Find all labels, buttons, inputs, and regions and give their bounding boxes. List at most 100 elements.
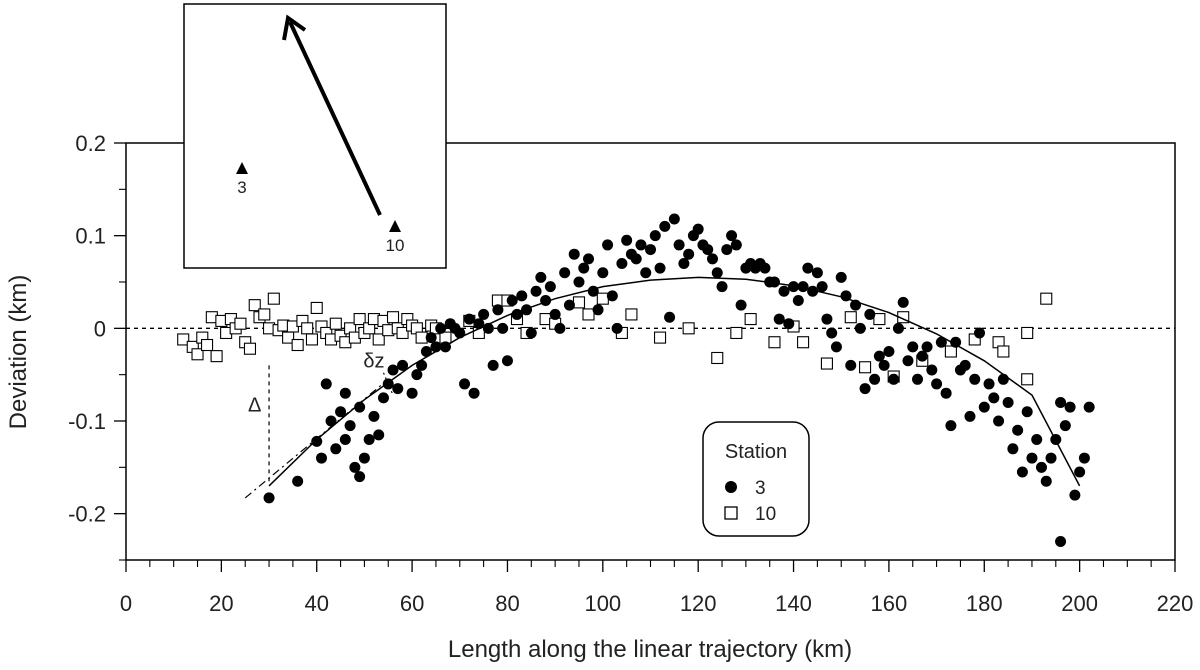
data-point-station-3: [892, 322, 904, 334]
x-tick-label: 100: [584, 591, 621, 616]
data-point-station-3: [678, 257, 690, 269]
data-point-station-3: [530, 285, 542, 297]
data-point-station-3: [783, 318, 795, 330]
data-point-station-3: [883, 346, 895, 357]
data-point-station-3: [1083, 401, 1095, 413]
data-point-station-3: [354, 471, 366, 483]
data-point-station-3: [1064, 401, 1076, 413]
data-point-station-3: [897, 296, 909, 308]
data-point-station-3: [602, 239, 614, 251]
legend-marker-3: [725, 481, 737, 493]
data-point-station-3: [554, 322, 566, 334]
data-point-station-10: [944, 345, 957, 358]
data-point-station-3: [435, 322, 447, 334]
data-point-station-3: [463, 313, 475, 325]
data-point-station-3: [978, 401, 990, 413]
data-point-station-3: [563, 299, 575, 311]
data-point-station-3: [630, 253, 642, 265]
data-point-station-10: [844, 311, 857, 324]
data-point-station-3: [993, 415, 1005, 427]
data-point-station-3: [1031, 434, 1043, 446]
data-point-station-3: [363, 434, 375, 446]
data-point-station-3: [416, 359, 428, 371]
inset-station-3-label: 3: [237, 178, 246, 197]
data-point-station-3: [478, 308, 490, 320]
data-point-station-10: [301, 322, 314, 335]
data-point-station-3: [549, 308, 561, 320]
data-point-station-3: [788, 281, 800, 293]
data-point-station-3: [1045, 452, 1057, 464]
data-point-station-3: [525, 327, 537, 339]
data-point-station-10: [243, 342, 257, 355]
data-point-station-3: [1026, 452, 1038, 464]
data-point-station-3: [578, 262, 590, 274]
data-point-station-3: [459, 378, 471, 390]
data-point-station-3: [940, 387, 952, 399]
data-point-station-3: [859, 383, 871, 395]
inset-map: 3 10: [183, 3, 447, 269]
data-point-station-3: [830, 341, 842, 353]
data-point-station-10: [711, 351, 724, 365]
inset-station-3-triangle: [236, 162, 248, 174]
data-point-station-10: [768, 336, 781, 349]
data-point-station-3: [635, 239, 647, 251]
data-point-station-3: [397, 359, 409, 371]
data-point-station-3: [964, 410, 976, 422]
data-point-station-3: [921, 341, 933, 353]
legend: Station 3 10: [702, 421, 810, 537]
x-tick-label: 60: [400, 591, 424, 616]
data-point-station-3: [807, 285, 819, 297]
data-point-station-3: [983, 378, 995, 390]
data-point-station-3: [959, 359, 971, 371]
data-point-station-10: [267, 292, 280, 305]
data-point-station-3: [664, 311, 676, 323]
data-point-station-10: [329, 317, 342, 330]
data-point-station-3: [501, 355, 513, 367]
data-point-station-3: [344, 420, 356, 432]
y-tick-label: 0.1: [75, 224, 106, 249]
data-point-station-3: [988, 392, 1000, 404]
data-point-station-3: [339, 434, 351, 446]
data-point-station-3: [387, 364, 399, 376]
data-point-station-3: [673, 239, 685, 251]
data-point-station-3: [544, 281, 556, 293]
data-point-station-3: [907, 341, 919, 353]
data-point-station-3: [974, 327, 986, 339]
data-point-station-3: [640, 267, 652, 279]
y-axis-ticks: 0.2 0.1 0 -0.1 -0.2: [68, 131, 126, 561]
inset-arrowhead: [282, 14, 307, 41]
data-point-station-3: [645, 244, 656, 256]
data-point-station-3: [1040, 475, 1052, 487]
data-point-station-3: [811, 267, 823, 279]
data-point-station-3: [1002, 396, 1014, 408]
data-point-station-3: [597, 267, 609, 279]
annotation-group: Δδz: [248, 350, 384, 416]
data-point-station-3: [1035, 461, 1047, 473]
dz-connector-line: [382, 372, 394, 396]
data-point-station-3: [559, 267, 571, 279]
data-point-station-3: [778, 285, 790, 297]
data-point-station-3: [1055, 396, 1067, 408]
data-point-station-3: [759, 262, 771, 274]
data-point-station-3: [568, 248, 580, 260]
data-point-station-10: [682, 322, 695, 335]
x-axis-ticks: 0 20 40 60 80 100 120 140 160 180 200 220: [120, 560, 1193, 616]
data-point-station-3: [835, 271, 847, 283]
data-point-station-3: [768, 276, 780, 288]
data-point-station-3: [392, 383, 404, 395]
data-point-station-3: [716, 281, 728, 293]
data-point-station-3: [902, 355, 914, 367]
x-tick-label: 120: [680, 591, 717, 616]
data-point-station-3: [702, 244, 714, 256]
data-point-station-3: [797, 281, 809, 293]
data-point-station-3: [730, 239, 742, 251]
data-point-station-3: [616, 257, 628, 269]
data-point-station-3: [931, 378, 943, 390]
data-point-station-3: [315, 452, 327, 464]
data-point-station-3: [1007, 443, 1019, 455]
data-point-station-3: [969, 373, 981, 385]
data-point-station-3: [516, 290, 528, 302]
data-point-station-3: [311, 435, 323, 447]
data-point-station-3: [683, 248, 695, 260]
data-point-station-3: [1074, 466, 1086, 478]
